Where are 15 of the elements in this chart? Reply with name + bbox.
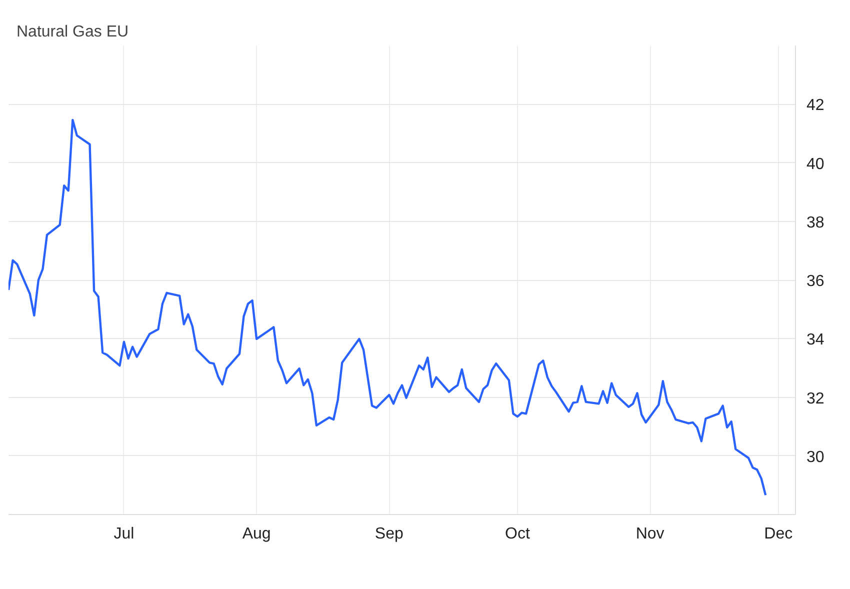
y-tick-label: 32 — [806, 390, 824, 408]
y-tick-label: 40 — [806, 156, 824, 173]
x-tick-label: Nov — [636, 526, 664, 542]
chart-title: Natural Gas EU — [16, 24, 129, 40]
y-tick-label: 30 — [806, 448, 824, 466]
y-tick-label: 42 — [806, 97, 824, 114]
y-tick-label: 34 — [806, 332, 824, 349]
line-series — [8, 118, 767, 496]
x-tick-label: Jul — [114, 526, 134, 542]
x-tick-label: Oct — [505, 526, 530, 542]
x-tick-label: Sep — [374, 526, 404, 542]
x-tick-label: Aug — [242, 526, 271, 542]
y-tick-label: 38 — [806, 214, 824, 232]
x-tick-label: Dec — [764, 526, 793, 542]
y-tick-label: 36 — [806, 273, 824, 290]
